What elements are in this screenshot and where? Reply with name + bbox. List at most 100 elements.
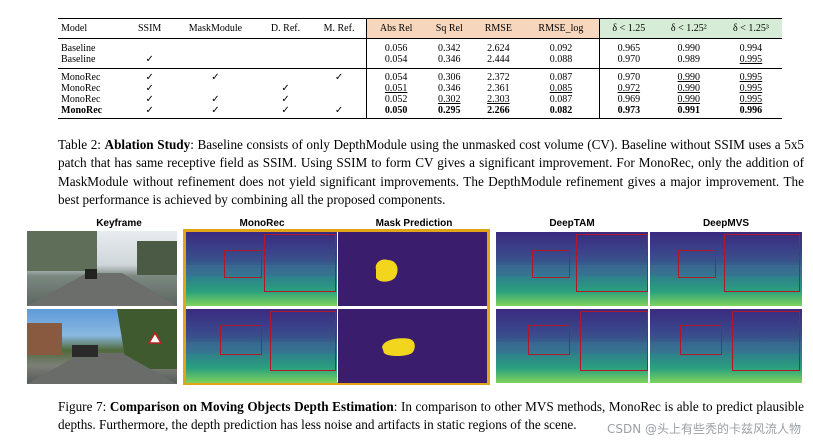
table-row: Baseline 0.056 0.342 2.624 0.092 0.965 0.990 0.… <box>58 38 782 55</box>
table-caption-title: Ablation Study <box>104 137 191 152</box>
cell-a3: 0.996 <box>719 105 782 119</box>
table-row: MonoRec ✓ ✓ ✓ 0.054 0.306 2.372 0.087 0.970 0.990… <box>58 68 782 83</box>
cell-ssim: ✓ <box>127 105 172 119</box>
figure-caption-body: : In comparison to other MVS methods, Mo… <box>58 399 804 433</box>
cell-rmse-log: 0.087 <box>522 68 600 83</box>
cell-mask: ✓ <box>211 94 220 105</box>
cell-a1: 0.970 <box>598 54 658 69</box>
cell-mask: ✓ <box>171 105 260 119</box>
col-delta2: δ < 1.25² <box>657 18 720 39</box>
cell-rmse-log: 0.092 <box>549 43 573 54</box>
cell-a3: 0.995 <box>719 68 782 83</box>
deepmvs-depth-1 <box>650 232 802 306</box>
cell-rmse-log: 0.087 <box>549 94 573 105</box>
col-abs-rel: Abs Rel <box>366 18 425 39</box>
cell-a1: 0.969 <box>598 94 658 105</box>
col-rmse-log: RMSE_log <box>522 18 600 39</box>
cell-sq-rel: 0.306 <box>424 68 474 83</box>
cell-rmse: 2.303 <box>487 94 510 105</box>
col-delta3: δ < 1.25³ <box>719 18 782 39</box>
cell-rmse-log: 0.088 <box>549 54 573 65</box>
watermark: CSDN @头上有些秃的卡兹风流人物 <box>606 422 801 436</box>
inset-zoom <box>580 311 648 371</box>
inset-box <box>224 250 262 278</box>
col-mref: M. Ref. <box>311 18 367 39</box>
col-sq-rel: Sq Rel <box>424 18 474 39</box>
table-header-row: Model SSIM MaskModule D. Ref. M. Ref. Ab… <box>58 18 782 39</box>
figure-caption: Figure 7: Comparison on Moving Objects D… <box>58 398 804 435</box>
cell-rmse: 2.361 <box>487 83 510 94</box>
cell-mask: ✓ <box>171 68 260 83</box>
keyframe-image-1 <box>27 231 177 306</box>
mask-prediction-1 <box>338 232 487 306</box>
cell-a3: 0.995 <box>739 54 763 65</box>
cell-dref <box>259 68 312 83</box>
inset-box <box>678 250 716 278</box>
label-deepmvs: DeepMVS <box>702 218 750 229</box>
cell-dref <box>259 54 311 69</box>
cell-rmse: 2.624 <box>487 43 510 54</box>
monorec-depth-2 <box>186 309 337 383</box>
cell-abs-rel: 0.050 <box>366 105 425 119</box>
cell-model: MonoRec <box>61 83 101 94</box>
inset-zoom <box>576 234 648 292</box>
cell-a2: 0.990 <box>677 94 701 105</box>
cell-a2: 0.990 <box>677 83 701 94</box>
inset-box <box>528 325 570 355</box>
cell-model: Baseline <box>61 43 96 54</box>
inset-box <box>680 325 722 355</box>
deepmvs-depth-2 <box>650 309 802 383</box>
table-row: MonoRec ✓ ✓ 0.051 0.346 2.361 0.085 0.972 0.990 0… <box>58 83 782 94</box>
cell-sq-rel: 0.295 <box>424 105 474 119</box>
cell-rmse: 2.372 <box>473 68 523 83</box>
cell-rmse-log: 0.085 <box>549 83 573 94</box>
cell-a2: 0.990 <box>677 43 701 54</box>
cell-dref: ✓ <box>259 105 312 119</box>
cell-mask <box>171 54 259 69</box>
cell-sq-rel: 0.346 <box>438 83 461 94</box>
cell-a3: 0.995 <box>739 83 763 94</box>
cell-rmse: 2.266 <box>473 105 523 119</box>
cell-abs-rel: 0.056 <box>366 38 425 54</box>
cell-mref <box>312 39 367 55</box>
label-monorec: MonoRec <box>239 218 285 229</box>
cell-model: MonoRec <box>58 105 128 119</box>
deeptam-depth-2 <box>496 309 648 383</box>
cell-sq-rel: 0.342 <box>438 43 461 54</box>
cell-model: MonoRec <box>58 68 128 83</box>
cell-ssim <box>128 39 172 55</box>
table-caption-body: : Baseline consists of only DepthModule … <box>58 137 805 208</box>
table-row: MonoRec ✓ ✓ ✓ 0.052 0.302 2.303 0.087 0.969 0.990… <box>58 94 782 105</box>
cell-model: MonoRec <box>61 94 101 105</box>
cell-ssim: ✓ <box>145 94 154 105</box>
table-caption: Table 2: Ablation Study: Baseline consis… <box>58 136 804 210</box>
table-caption-label: Table 2: <box>58 137 101 152</box>
ablation-table: Model SSIM MaskModule D. Ref. M. Ref. Ab… <box>58 18 782 119</box>
cell-a1: 0.970 <box>598 68 658 83</box>
inset-zoom <box>724 234 800 292</box>
cell-abs-rel: 0.054 <box>366 54 425 69</box>
col-rmse: RMSE <box>473 18 523 39</box>
cell-dref: ✓ <box>281 83 290 94</box>
keyframe-scene-1 <box>27 231 177 306</box>
deeptam-depth-1 <box>496 232 648 306</box>
cell-a3: 0.994 <box>739 43 763 54</box>
cell-mref <box>312 54 367 69</box>
col-dref: D. Ref. <box>259 18 312 39</box>
cell-a2: 0.991 <box>657 105 720 119</box>
table-row: MonoRec ✓ ✓ ✓ ✓ 0.050 0.295 2.266 0.082 0.973 0.99… <box>58 105 782 119</box>
inset-box <box>220 325 262 355</box>
col-delta1: δ < 1.25 <box>598 18 658 39</box>
cell-ssim: ✓ <box>127 68 172 83</box>
cell-rmse: 2.444 <box>487 54 510 65</box>
keyframe-image-2 <box>27 309 177 384</box>
cell-sq-rel: 0.302 <box>438 94 461 105</box>
baseline-group: Baseline 0.056 0.342 2.624 0.092 0.965 0.990 0.… <box>58 38 782 69</box>
table-row: Baseline ✓ 0.054 0.346 2.444 0.088 0.970 0.989 0… <box>58 54 782 69</box>
cell-mref <box>312 94 367 105</box>
cell-abs-rel: 0.054 <box>366 68 425 83</box>
col-ssim: SSIM <box>127 18 172 39</box>
cell-mask <box>171 39 259 55</box>
cell-a1: 0.965 <box>598 38 658 54</box>
figure-caption-title: Comparison on Moving Objects Depth Estim… <box>109 399 394 414</box>
